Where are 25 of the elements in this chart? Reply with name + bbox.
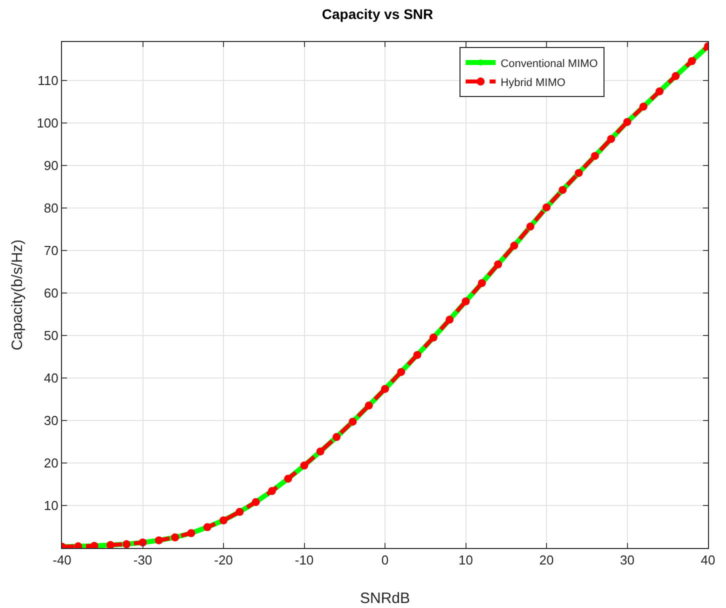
- x-tick-label: 0: [381, 552, 389, 568]
- y-tick-label: 20: [44, 456, 58, 471]
- y-tick-label: 80: [44, 200, 58, 216]
- chart-title: Capacity vs SNR: [322, 6, 434, 22]
- x-tick-label: 10: [458, 552, 473, 568]
- y-tick-label: 110: [38, 72, 58, 88]
- y-tick-label: 70: [44, 242, 58, 258]
- y-tick-label: 30: [44, 412, 58, 428]
- y-axis-title: Capacity(b/s/Hz): [9, 240, 26, 350]
- y-tick-label: 10: [44, 498, 58, 514]
- legend-label: Conventional MIMO: [500, 58, 598, 70]
- y-tick-label: 40: [44, 370, 58, 386]
- x-tick-label: -40: [52, 552, 72, 568]
- y-tick-label: 90: [44, 158, 58, 173]
- x-tick-label: -10: [294, 552, 314, 568]
- x-tick-label: 30: [620, 552, 634, 568]
- x-tick-label: -30: [133, 552, 152, 568]
- y-tick-label: 50: [44, 328, 58, 343]
- x-tick-label: 20: [539, 552, 554, 568]
- legend-label: Hybrid MIMO: [500, 76, 566, 89]
- x-tick-label: -20: [214, 552, 233, 568]
- y-tick-label: 100: [36, 115, 58, 130]
- y-tick-label: 60: [44, 285, 58, 300]
- x-tick-label: 40: [700, 552, 716, 568]
- x-axis-title: SNRdB: [360, 590, 410, 607]
